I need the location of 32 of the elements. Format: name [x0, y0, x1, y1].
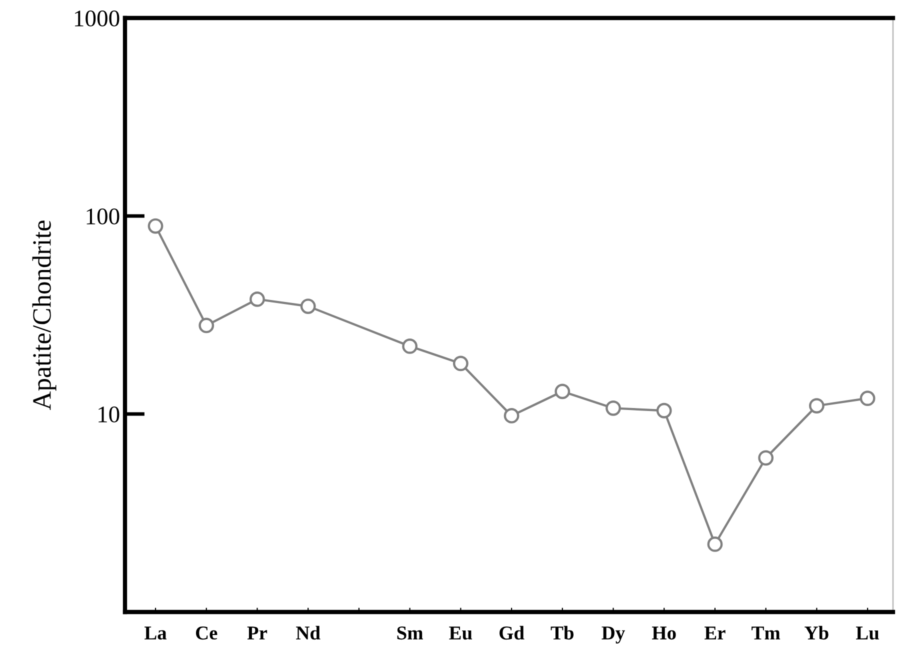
- x-tick-label: Lu: [856, 626, 879, 640]
- point: [504, 408, 520, 424]
- x-tick-label: Gd: [500, 626, 524, 640]
- y-tick-label: 1000: [74, 10, 120, 26]
- x-tick-label: Nd: [296, 626, 320, 640]
- point: [809, 398, 824, 414]
- x-tick-label: Pr: [247, 626, 268, 640]
- y-tick-label: 10: [98, 406, 120, 422]
- x-tick-label: Er: [704, 626, 726, 640]
- point: [860, 390, 876, 406]
- x-tick-label: Dy: [602, 626, 625, 644]
- point: [300, 298, 316, 314]
- point: [707, 536, 723, 552]
- point: [148, 218, 164, 234]
- point: [452, 356, 468, 372]
- point: [656, 402, 672, 418]
- point: [198, 318, 214, 334]
- x-tick-label: Tb: [550, 626, 574, 640]
- x-tick-label: Yb: [804, 626, 828, 640]
- x-tick-label: Eu: [449, 626, 472, 640]
- point: [402, 338, 418, 354]
- point: [758, 450, 774, 466]
- point: [606, 400, 621, 416]
- point: [250, 292, 265, 307]
- y-tick-label: 100: [86, 208, 120, 224]
- x-tick-label: Ce: [196, 626, 218, 640]
- y-axis-title: Apatite/Chondrite: [32, 220, 56, 410]
- point: [554, 384, 570, 400]
- x-tick-label: Sm: [397, 626, 423, 640]
- x-tick-label: La: [144, 626, 167, 640]
- x-tick-label: Tm: [752, 626, 780, 640]
- x-tick-label: Ho: [652, 626, 676, 640]
